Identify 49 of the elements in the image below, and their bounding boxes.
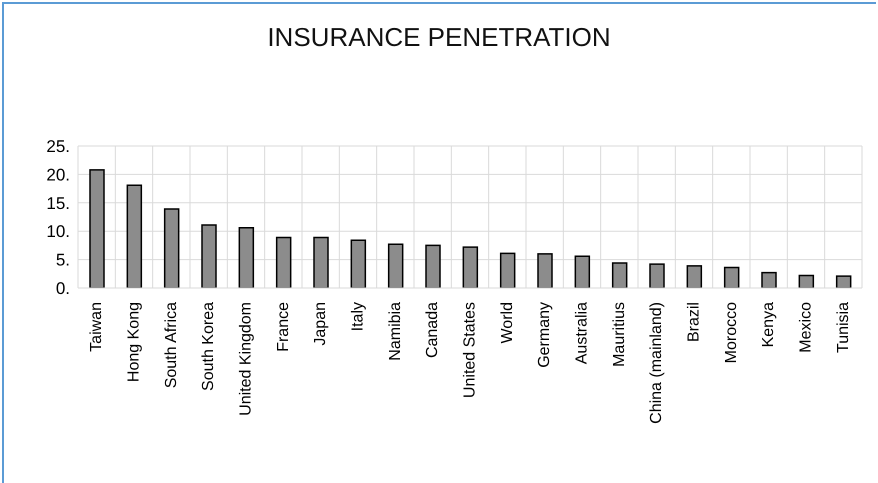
x-tick-label: Hong Kong — [126, 302, 142, 382]
y-tick-label: 10. — [46, 222, 70, 242]
bar — [89, 169, 105, 288]
y-tick-label: 5. — [56, 250, 70, 270]
bar — [836, 275, 852, 288]
y-tick-label: 0. — [56, 279, 70, 298]
x-tick-label: Namibia — [386, 302, 404, 361]
bar — [350, 240, 366, 288]
x-tick-label: Australia — [574, 302, 590, 364]
bar — [201, 224, 217, 288]
bar — [462, 246, 478, 288]
bar — [537, 253, 553, 288]
x-tick-label: South Korea — [200, 302, 218, 391]
x-tick-label: South Africa — [162, 302, 180, 388]
x-tick-label: Tunisia — [834, 302, 852, 353]
bar — [798, 274, 814, 288]
bar — [164, 208, 180, 288]
bar — [276, 236, 292, 288]
x-tick-label: World — [498, 302, 516, 344]
bar — [388, 244, 404, 288]
x-tick-label: Kenya — [760, 302, 778, 348]
x-tick-label: United Kingdom — [238, 302, 254, 416]
bar — [313, 236, 329, 288]
y-tick-label: 15. — [46, 194, 70, 213]
x-tick-label: United States — [462, 302, 478, 398]
bar — [612, 262, 628, 288]
bar — [425, 244, 441, 288]
bar — [724, 266, 740, 288]
x-tick-label: China (mainland) — [648, 302, 666, 424]
bar — [574, 255, 590, 288]
x-tick-label: Morocco — [722, 302, 740, 364]
x-tick-label: Mexico — [798, 302, 814, 353]
y-tick-label: 25. — [46, 137, 70, 156]
x-tick-label: Italy — [350, 302, 366, 332]
bar — [649, 263, 665, 288]
bar — [126, 184, 142, 288]
x-tick-label: Mauritius — [610, 302, 628, 367]
x-tick-label: Germany — [536, 302, 554, 368]
x-tick-label: France — [274, 302, 292, 352]
bar — [761, 272, 777, 288]
chart-title: INSURANCE PENETRATION — [266, 22, 612, 53]
x-tick-label: Japan — [312, 302, 330, 346]
bar — [500, 252, 516, 288]
x-tick-label: Canada — [424, 302, 442, 358]
y-tick-label: 20. — [46, 165, 70, 184]
bar — [686, 265, 702, 288]
bar — [238, 227, 254, 288]
x-tick-label: Brazil — [686, 302, 702, 342]
x-tick-label: Taiwan — [88, 302, 106, 352]
